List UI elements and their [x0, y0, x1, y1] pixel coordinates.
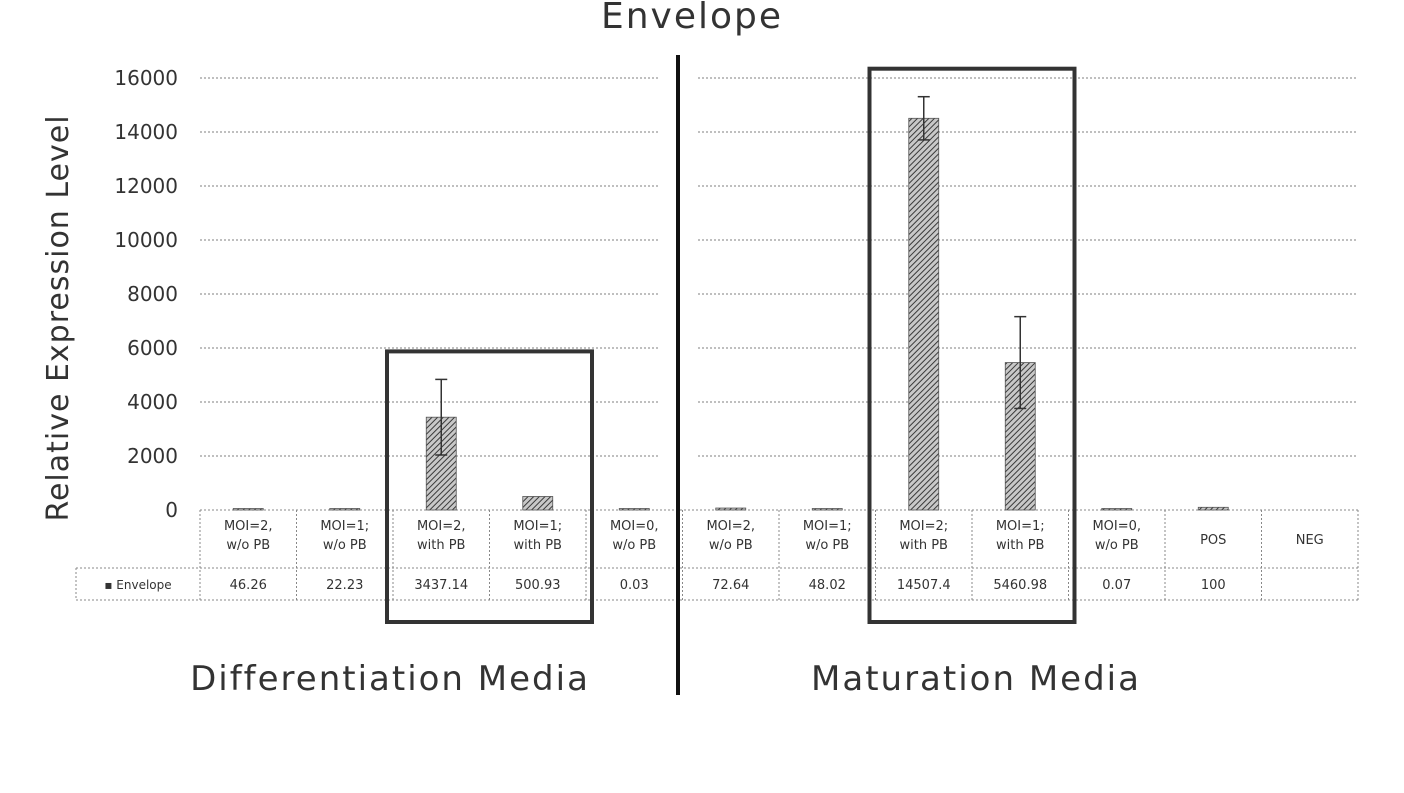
category-label: MOI=0, [1092, 519, 1141, 534]
category-label: NEG [1296, 533, 1324, 548]
category-label: w/o PB [709, 538, 753, 553]
category-label: w/o PB [612, 538, 656, 553]
bar [716, 508, 746, 510]
section-label-differentiation: Differentiation Media [190, 659, 590, 699]
category-label: MOI=1; [996, 519, 1045, 534]
y-tick-label: 16000 [114, 66, 178, 90]
bar [909, 118, 939, 510]
table-value: 3437.14 [414, 578, 468, 593]
table-value: 14507.4 [897, 578, 951, 593]
table-value: 500.93 [515, 578, 561, 593]
category-label: with PB [514, 538, 562, 553]
y-tick-label: 6000 [127, 336, 178, 360]
y-tick-label: 10000 [114, 228, 178, 252]
table-value: 5460.98 [993, 578, 1047, 593]
gridlines [200, 78, 1358, 456]
y-tick-label: 0 [165, 498, 178, 522]
bars [233, 118, 1228, 510]
y-tick-label: 4000 [127, 390, 178, 414]
table-value: 48.02 [809, 578, 846, 593]
chart-title: Envelope [601, 0, 783, 37]
y-tick-label: 12000 [114, 174, 178, 198]
category-label: MOI=0, [610, 519, 659, 534]
table-value: 46.26 [230, 578, 267, 593]
category-label: w/o PB [323, 538, 367, 553]
bar [812, 509, 842, 511]
legend-label: ▪ Envelope [104, 578, 171, 592]
category-label: MOI=2, [706, 519, 755, 534]
table-value: 72.64 [712, 578, 749, 593]
bar [1102, 509, 1132, 511]
y-axis-ticks: 0 2000 4000 6000 8000 10000 12000 14000 16000 [114, 66, 178, 522]
y-tick-label: 2000 [127, 444, 178, 468]
section-label-maturation: Maturation Media [811, 659, 1141, 699]
category-label: MOI=1; [803, 519, 852, 534]
data-table: ▪ Envelope MOI=2, w/o PB 46.26 MOI=1; w/o PB 2… [76, 510, 1358, 600]
category-label: with PB [996, 538, 1044, 553]
category-label: MOI=2, [417, 519, 466, 534]
category-label: with PB [900, 538, 948, 553]
category-label: MOI=1; [513, 519, 562, 534]
category-label: POS [1200, 533, 1226, 548]
category-label: MOI=2, [224, 519, 273, 534]
category-label: MOI=2; [899, 519, 948, 534]
category-label: with PB [417, 538, 465, 553]
bar [1198, 507, 1228, 510]
table-value: 22.23 [326, 578, 363, 593]
bar [330, 509, 360, 511]
category-label: w/o PB [226, 538, 270, 553]
table-value: 0.03 [620, 578, 649, 593]
y-axis-title: Relative Expression Level [41, 114, 76, 521]
bar [619, 509, 649, 511]
bar [523, 496, 553, 510]
category-label: w/o PB [805, 538, 849, 553]
category-label: w/o PB [1095, 538, 1139, 553]
table-value: 100 [1201, 578, 1226, 593]
bar [233, 509, 263, 511]
y-tick-label: 8000 [127, 282, 178, 306]
table-value: 0.07 [1102, 578, 1131, 593]
category-label: MOI=1; [320, 519, 369, 534]
y-tick-label: 14000 [114, 120, 178, 144]
